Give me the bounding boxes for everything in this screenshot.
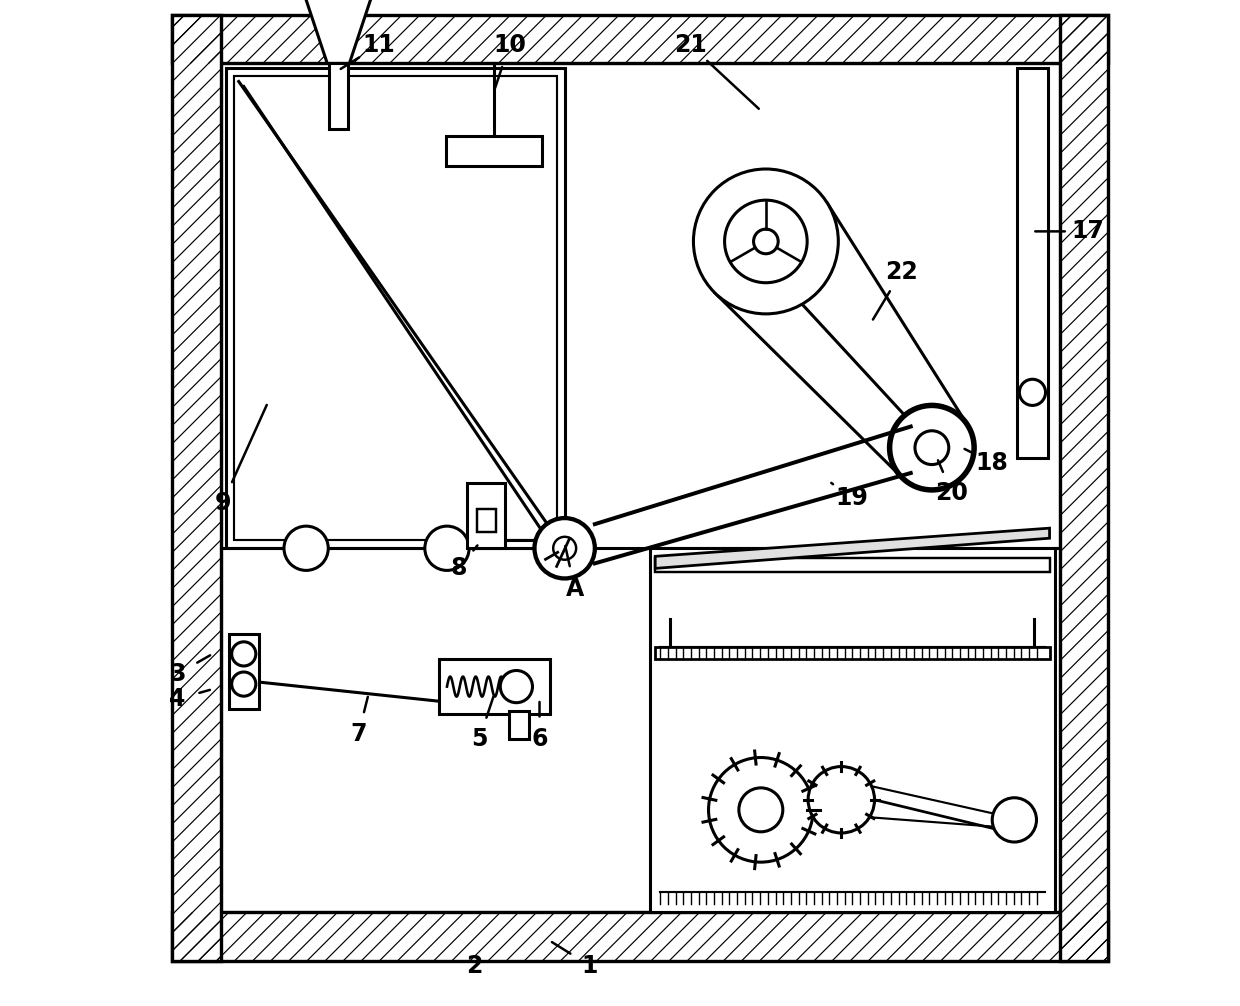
Bar	[329, 63, 348, 129]
Bar	[476, 509, 496, 532]
Text: 9: 9	[215, 491, 231, 515]
Bar	[467, 483, 506, 548]
Circle shape	[1019, 379, 1045, 405]
Text: 11: 11	[362, 33, 394, 57]
Circle shape	[232, 642, 255, 666]
Circle shape	[284, 526, 329, 570]
Bar	[655, 647, 1049, 659]
Polygon shape	[1060, 15, 1107, 961]
Bar	[655, 558, 1049, 572]
Circle shape	[534, 518, 595, 578]
Bar	[508, 711, 528, 739]
Polygon shape	[295, 0, 381, 63]
Text: A: A	[565, 576, 584, 601]
Text: 6: 6	[531, 727, 548, 751]
Text: 18: 18	[976, 451, 1008, 475]
Circle shape	[992, 798, 1037, 842]
Circle shape	[500, 670, 532, 702]
Bar	[226, 68, 564, 548]
Circle shape	[915, 431, 949, 465]
Polygon shape	[172, 912, 1107, 961]
Bar	[228, 634, 259, 709]
Text: 1: 1	[582, 954, 598, 978]
Text: 8: 8	[451, 556, 467, 580]
Text: 19: 19	[835, 486, 868, 510]
Circle shape	[708, 758, 813, 862]
Circle shape	[693, 169, 838, 314]
Circle shape	[724, 200, 807, 283]
Bar	[446, 136, 542, 166]
Text: 2: 2	[466, 954, 482, 978]
Circle shape	[808, 767, 874, 833]
Text: 4: 4	[169, 687, 186, 711]
Bar	[1017, 68, 1048, 458]
Circle shape	[889, 405, 975, 490]
Text: 22: 22	[885, 260, 918, 284]
Circle shape	[232, 672, 255, 696]
Polygon shape	[655, 528, 1049, 568]
Text: 21: 21	[675, 33, 707, 57]
Bar	[439, 659, 549, 714]
Text: 17: 17	[1071, 219, 1105, 243]
Circle shape	[553, 537, 577, 559]
Text: 7: 7	[350, 722, 367, 746]
Text: 5: 5	[471, 727, 487, 751]
Circle shape	[754, 229, 779, 254]
Text: 3: 3	[169, 662, 186, 686]
Polygon shape	[172, 15, 1107, 63]
Circle shape	[739, 788, 782, 832]
Bar	[650, 548, 1054, 912]
Text: 10: 10	[494, 33, 526, 57]
Text: 20: 20	[935, 481, 968, 505]
Circle shape	[425, 526, 469, 570]
Bar	[233, 76, 557, 540]
Bar	[221, 63, 1060, 912]
Polygon shape	[172, 15, 221, 961]
